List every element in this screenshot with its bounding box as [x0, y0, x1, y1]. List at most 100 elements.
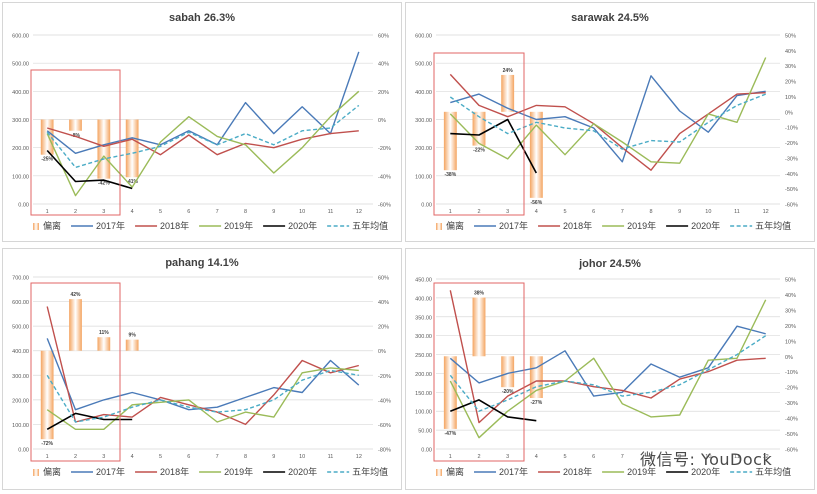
y-tick-label: 0.00: [18, 203, 29, 209]
legend-label-y2018: 2018年: [160, 466, 189, 477]
y2-tick-label: -20%: [785, 386, 798, 392]
y-tick-label: 500.00: [12, 325, 29, 331]
x-tick-label: 4: [535, 209, 538, 215]
y-tick-label: 300.00: [415, 118, 432, 124]
x-tick-label: 3: [102, 454, 105, 460]
x-tick-label: 9: [272, 454, 275, 460]
y-tick-label: 50.00: [418, 429, 432, 435]
x-tick-label: 12: [763, 209, 769, 215]
legend-label-y2019: 2019年: [627, 220, 656, 231]
deviation-label: 42%: [70, 292, 81, 298]
y2-tick-label: -10%: [785, 370, 798, 376]
y-tick-label: 400.00: [415, 90, 432, 96]
x-tick-label: 8: [244, 454, 247, 460]
y2-tick-label: -40%: [378, 398, 391, 404]
deviation-label: -27%: [530, 400, 542, 406]
y-tick-label: 200.00: [415, 372, 432, 378]
x-tick-label: 11: [734, 454, 740, 460]
deviation-bar: [69, 119, 82, 131]
legend-label-y2019: 2019年: [224, 220, 253, 231]
y2-tick-label: 40%: [785, 49, 796, 55]
x-tick-label: 7: [621, 454, 624, 460]
y-tick-label: 100.00: [12, 174, 29, 180]
y2-tick-label: 0%: [378, 118, 386, 124]
x-tick-label: 12: [356, 209, 362, 215]
x-tick-label: 2: [477, 454, 480, 460]
y-tick-label: 700.00: [12, 276, 29, 282]
chart-sabah: sabah 26.3% 0.00 100.00 200.00 300.00 400.00 5…: [12, 12, 391, 231]
series-line-avg: [46, 104, 360, 169]
legend-swatch-deviation: [33, 223, 39, 230]
x-tick-label: 4: [131, 209, 134, 215]
x-tick-label: 3: [102, 209, 105, 215]
chart-panel-sabah: sabah 26.3% 0.00 100.00 200.00 300.00 400.00 5…: [2, 2, 402, 242]
chart-pahang: pahang 14.1% 0.00 100.00 200.00 300.00 400.00…: [12, 257, 391, 477]
legend-swatch-deviation: [436, 223, 442, 230]
x-tick-label: 11: [328, 209, 334, 215]
x-tick-label: 4: [131, 454, 134, 460]
chart-panel-sarawak: sarawak 24.5% 0.00 100.00 200.00 300.00 400.0…: [405, 2, 815, 242]
legend-label-deviation: 偏离: [446, 466, 464, 477]
y2-tick-label: 0%: [378, 349, 386, 355]
x-tick-label: 2: [74, 454, 77, 460]
deviation-label: -25%: [41, 157, 53, 163]
x-tick-label: 6: [592, 454, 595, 460]
legend-label-y2020: 2020年: [691, 220, 720, 231]
y2-tick-label: -60%: [378, 423, 391, 429]
y-tick-label: 0.00: [421, 203, 432, 209]
x-tick-label: 6: [187, 454, 190, 460]
highlight-box: [30, 69, 121, 216]
series-line-y2019: [449, 299, 767, 439]
y2-tick-label: 0%: [785, 110, 793, 116]
y2-tick-label: -30%: [785, 401, 798, 407]
deviation-label: -42%: [98, 181, 110, 187]
y2-tick-label: -30%: [785, 156, 798, 162]
y2-tick-label: -20%: [378, 374, 391, 380]
deviation-bar: [125, 119, 139, 178]
x-tick-label: 10: [705, 454, 711, 460]
series-line-y2019: [449, 57, 767, 164]
x-tick-label: 3: [506, 454, 509, 460]
y2-tick-label: 20%: [378, 325, 389, 331]
x-tick-label: 9: [272, 209, 275, 215]
y-tick-label: 500.00: [415, 62, 432, 68]
deviation-label: -22%: [473, 148, 485, 154]
deviation-bar: [443, 111, 457, 171]
series-line-y2020: [46, 412, 133, 430]
chart-title: johor 24.5%: [578, 258, 641, 270]
x-tick-label: 10: [299, 209, 305, 215]
y-tick-label: 400.00: [12, 349, 29, 355]
y2-tick-label: 10%: [785, 339, 796, 345]
series-line-y2020: [450, 399, 537, 422]
y2-tick-label: -20%: [785, 141, 798, 147]
series-line-y2018: [449, 290, 766, 424]
legend-label-avg: 五年均值: [755, 466, 791, 477]
y-tick-label: 200.00: [12, 146, 29, 152]
deviation-bar: [40, 350, 54, 440]
x-tick-label: 6: [187, 209, 190, 215]
y-tick-label: 300.00: [415, 334, 432, 340]
x-tick-label: 2: [477, 209, 480, 215]
watermark-text: 微信号: YouDock: [640, 450, 773, 469]
series-line-y2019: [46, 90, 360, 197]
chart-panel-pahang: pahang 14.1% 0.00 100.00 200.00 300.00 400.00…: [2, 248, 402, 490]
series-line-y2020: [46, 149, 133, 190]
legend-label-avg: 五年均值: [352, 220, 388, 231]
y-tick-label: 100.00: [415, 174, 432, 180]
x-tick-label: 2: [74, 209, 77, 215]
x-tick-label: 5: [563, 209, 566, 215]
x-tick-label: 9: [678, 454, 681, 460]
series-line-avg: [449, 335, 767, 412]
y-tick-label: 200.00: [12, 398, 29, 404]
deviation-bar: [443, 356, 457, 429]
y-tick-label: 600.00: [415, 34, 432, 40]
y2-tick-label: -40%: [785, 172, 798, 178]
legend-label-y2019: 2019年: [224, 466, 253, 477]
deviation-label: -47%: [444, 431, 456, 437]
series-line-y2017: [46, 51, 360, 155]
y-tick-label: 200.00: [415, 146, 432, 152]
deviation-bar: [529, 356, 543, 398]
y2-tick-label: 30%: [785, 308, 796, 314]
series-line-y2017: [46, 338, 360, 411]
legend-label-y2018: 2018年: [160, 220, 189, 231]
